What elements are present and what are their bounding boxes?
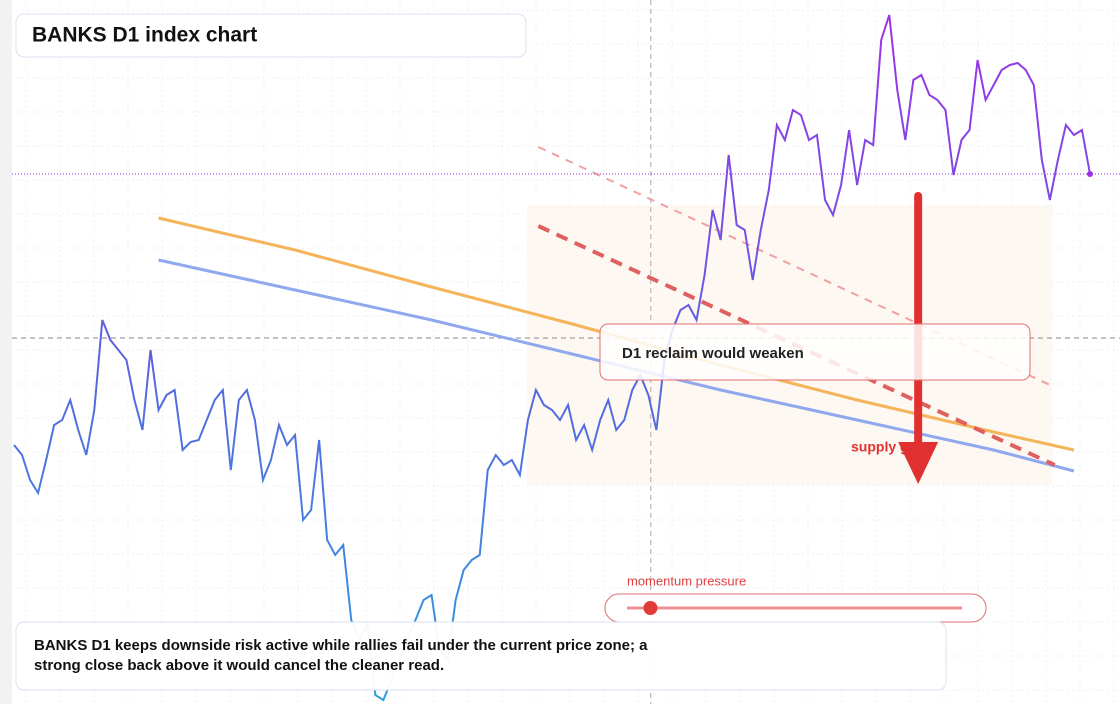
left-edge: [0, 0, 12, 704]
note: BANKS D1 keeps downside risk active whil…: [34, 637, 648, 674]
note-wrap: BANKS D1 keeps downside risk active whil…: [34, 637, 648, 674]
momentum-label: momentum pressure: [627, 573, 746, 588]
callout-box: [599, 323, 1031, 381]
price-line: [13, 14, 1091, 702]
note-box: [15, 621, 947, 691]
title-box: [15, 13, 527, 58]
arrow-head: [898, 442, 939, 484]
chart-title: BANKS D1 index chart: [32, 24, 257, 47]
momentum-knob: [643, 601, 658, 615]
callout-text: D1 reclaim would weaken: [622, 345, 804, 362]
last-price-dot: [1087, 171, 1093, 177]
